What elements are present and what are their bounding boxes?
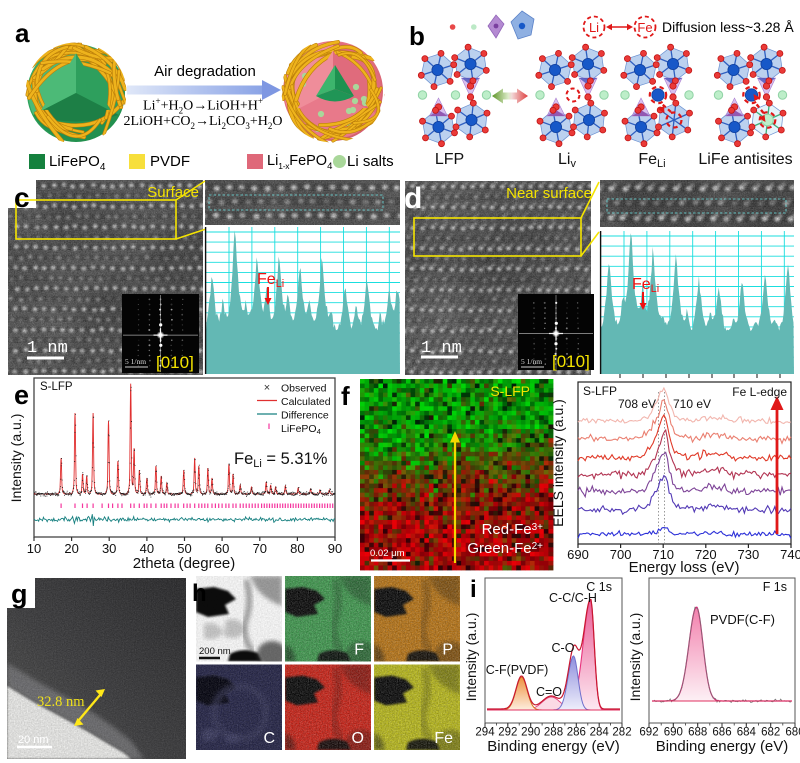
- svg-text:20: 20: [64, 541, 78, 556]
- svg-text:40: 40: [140, 541, 154, 556]
- svg-text:Binding energy (eV): Binding energy (eV): [487, 738, 620, 755]
- svg-text:C 1s: C 1s: [586, 580, 612, 594]
- svg-text:710 eV: 710 eV: [673, 397, 711, 411]
- svg-text:682: 682: [761, 727, 780, 739]
- svg-text:Observed: Observed: [281, 383, 327, 395]
- svg-text:Calculated: Calculated: [281, 396, 331, 408]
- svg-text:Diffusion less~3.28 Å: Diffusion less~3.28 Å: [662, 19, 794, 35]
- svg-text:S-LFP: S-LFP: [40, 381, 73, 393]
- svg-text:F 1s: F 1s: [763, 580, 787, 594]
- svg-text:P: P: [442, 642, 453, 659]
- svg-text:C-C/C-H: C-C/C-H: [549, 591, 597, 605]
- svg-text:10: 10: [27, 541, 41, 556]
- svg-text:C=O: C=O: [536, 685, 562, 699]
- svg-text:LiFe antisites: LiFe antisites: [698, 151, 792, 168]
- svg-text:Fe L-edge: Fe L-edge: [732, 385, 787, 399]
- svg-text:690: 690: [567, 547, 589, 562]
- svg-text:FeLi = 5.31%: FeLi = 5.31%: [234, 450, 328, 470]
- svg-text:30: 30: [102, 541, 116, 556]
- svg-text:FeLi: FeLi: [638, 151, 665, 170]
- svg-text:700: 700: [610, 547, 632, 562]
- svg-text:50: 50: [177, 541, 191, 556]
- svg-text:C-F(PVDF): C-F(PVDF): [486, 663, 549, 677]
- svg-text:[010]: [010]: [156, 353, 194, 372]
- svg-text:688: 688: [688, 727, 707, 739]
- svg-text:Red-Fe3+: Red-Fe3+: [482, 521, 544, 538]
- svg-text:2theta (degree): 2theta (degree): [133, 555, 236, 572]
- svg-text:292: 292: [498, 727, 517, 739]
- svg-text:70: 70: [253, 541, 267, 556]
- svg-text:680: 680: [785, 727, 800, 739]
- svg-text:[010]: [010]: [552, 352, 590, 371]
- svg-text:Liv: Liv: [558, 151, 576, 170]
- svg-text:Surface: Surface: [147, 184, 199, 201]
- svg-text:288: 288: [544, 727, 563, 739]
- svg-text:PVDF(C-F): PVDF(C-F): [710, 612, 775, 627]
- svg-text:32.8 nm: 32.8 nm: [37, 694, 85, 710]
- svg-text:Energy loss (eV): Energy loss (eV): [629, 559, 740, 576]
- svg-text:S-LFP: S-LFP: [583, 384, 617, 398]
- svg-text:Binding energy (eV): Binding energy (eV): [656, 738, 789, 755]
- svg-text:LFP: LFP: [435, 151, 464, 168]
- svg-text:708 eV: 708 eV: [618, 397, 656, 411]
- svg-text:Fe: Fe: [637, 20, 652, 35]
- svg-text:692: 692: [639, 727, 658, 739]
- svg-text:O: O: [352, 730, 364, 747]
- svg-text:Green-Fe2+: Green-Fe2+: [467, 540, 543, 557]
- svg-text:20 nm: 20 nm: [18, 734, 49, 746]
- svg-text:5 1/nm: 5 1/nm: [125, 357, 146, 366]
- svg-text:C: C: [263, 730, 275, 747]
- svg-text:60: 60: [215, 541, 229, 556]
- svg-text:Difference: Difference: [281, 410, 329, 422]
- svg-text:0.02 μm: 0.02 μm: [370, 548, 405, 559]
- svg-text:LiFePO4: LiFePO4: [281, 423, 321, 436]
- svg-text:1 nm: 1 nm: [27, 339, 68, 358]
- svg-text:80: 80: [290, 541, 304, 556]
- svg-text:Intensity (a.u.): Intensity (a.u.): [627, 613, 643, 702]
- svg-text:EELS intensity (a.u.): EELS intensity (a.u.): [550, 399, 566, 527]
- svg-text:S-LFP: S-LFP: [490, 383, 530, 399]
- svg-text:710: 710: [652, 547, 674, 562]
- svg-text:Near surface: Near surface: [506, 185, 592, 202]
- svg-text:294: 294: [475, 727, 495, 739]
- svg-text:1 nm: 1 nm: [421, 339, 462, 358]
- svg-text:286: 286: [567, 727, 586, 739]
- svg-text:686: 686: [712, 727, 731, 739]
- svg-text:282: 282: [612, 727, 631, 739]
- svg-text:290: 290: [521, 727, 540, 739]
- svg-text:×: ×: [264, 382, 270, 394]
- svg-text:5 1/nm: 5 1/nm: [521, 357, 542, 366]
- svg-text:Intensity (a.u.): Intensity (a.u.): [463, 613, 479, 702]
- svg-text:Li: Li: [589, 20, 599, 35]
- svg-text:284: 284: [590, 727, 610, 739]
- svg-text:200 nm: 200 nm: [199, 646, 231, 657]
- svg-text:684: 684: [737, 727, 757, 739]
- svg-text:C-O: C-O: [552, 641, 575, 655]
- svg-text:Intensity (a.u.): Intensity (a.u.): [8, 414, 24, 503]
- svg-text:720: 720: [695, 547, 717, 562]
- svg-text:90: 90: [328, 541, 342, 556]
- svg-text:690: 690: [664, 727, 683, 739]
- svg-text:Fe: Fe: [434, 730, 453, 747]
- svg-text:F: F: [354, 642, 364, 659]
- svg-text:740: 740: [780, 547, 800, 562]
- svg-text:730: 730: [738, 547, 760, 562]
